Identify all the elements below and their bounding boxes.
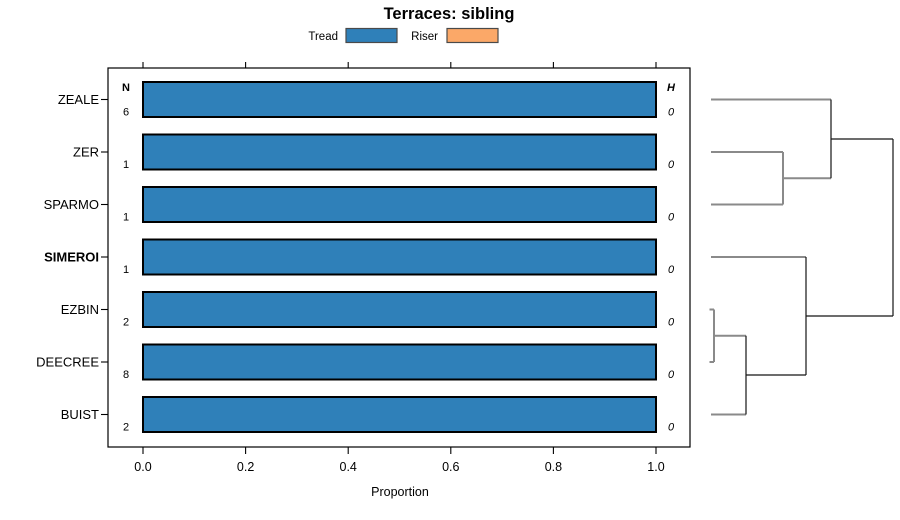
n-value: 2 <box>123 422 129 434</box>
x-axis-label: Proportion <box>371 485 429 499</box>
n-column-header: N <box>122 82 130 94</box>
dendrogram <box>709 98 894 416</box>
h-value: 0 <box>668 422 675 434</box>
row-label-deecree: DEECREE <box>36 355 99 370</box>
row-label-zeale: ZEALE <box>58 92 100 107</box>
bar-tread-ezbin <box>142 291 657 328</box>
x-tick-label: 0.4 <box>340 460 357 474</box>
x-tick-labels: 0.0 0.2 0.4 0.6 0.8 1.0 <box>134 460 664 474</box>
x-axis-ticks <box>142 62 657 454</box>
row-label-sparmo: SPARMO <box>44 197 99 212</box>
bar-tread-buist <box>142 396 657 433</box>
row-label-simeroi: SIMEROI <box>44 250 99 265</box>
x-tick-label: 0.6 <box>442 460 459 474</box>
legend-swatch-riser <box>446 27 499 44</box>
h-value: 0 <box>668 212 675 224</box>
bar-tread-zer <box>142 133 657 171</box>
h-value: 0 <box>668 264 675 276</box>
x-tick-label: 0.2 <box>237 460 254 474</box>
legend: Tread Riser <box>308 27 499 44</box>
h-value: 0 <box>668 107 675 119</box>
dendrogram-merge-branches <box>745 99 894 415</box>
legend-label-riser: Riser <box>411 31 438 43</box>
n-value: 8 <box>123 369 129 381</box>
x-tick-label: 0.0 <box>134 460 151 474</box>
row-labels: ZEALE ZER SPARMO SIMEROI EZBIN DEECREE B… <box>36 92 99 422</box>
h-column: H 0 0 0 0 0 0 0 <box>667 82 676 434</box>
n-value: 1 <box>123 212 129 224</box>
n-value: 6 <box>123 107 129 119</box>
n-value: 1 <box>123 159 129 171</box>
h-value: 0 <box>668 159 675 171</box>
bar-tread-deecree <box>142 343 657 381</box>
x-tick-label: 0.8 <box>545 460 562 474</box>
bar-tread-simeroi <box>142 238 657 276</box>
y-axis-ticks <box>101 98 108 416</box>
dendrogram-leaf-branches <box>709 98 831 416</box>
chart-title: Terraces: sibling <box>384 5 515 23</box>
h-value: 0 <box>668 369 675 381</box>
bars <box>142 81 657 433</box>
n-value: 1 <box>123 264 129 276</box>
n-value: 2 <box>123 317 129 329</box>
bar-tread-zeale <box>142 81 657 118</box>
h-value: 0 <box>668 317 675 329</box>
legend-label-tread: Tread <box>308 31 338 43</box>
row-label-buist: BUIST <box>61 407 99 422</box>
h-column-header: H <box>667 82 676 94</box>
n-column: N 6 1 1 1 2 8 2 <box>122 82 130 434</box>
row-label-ezbin: EZBIN <box>61 302 99 317</box>
x-tick-label: 1.0 <box>647 460 664 474</box>
legend-swatch-tread <box>345 27 398 44</box>
bar-tread-sparmo <box>142 186 657 223</box>
row-label-zer: ZER <box>73 145 99 160</box>
